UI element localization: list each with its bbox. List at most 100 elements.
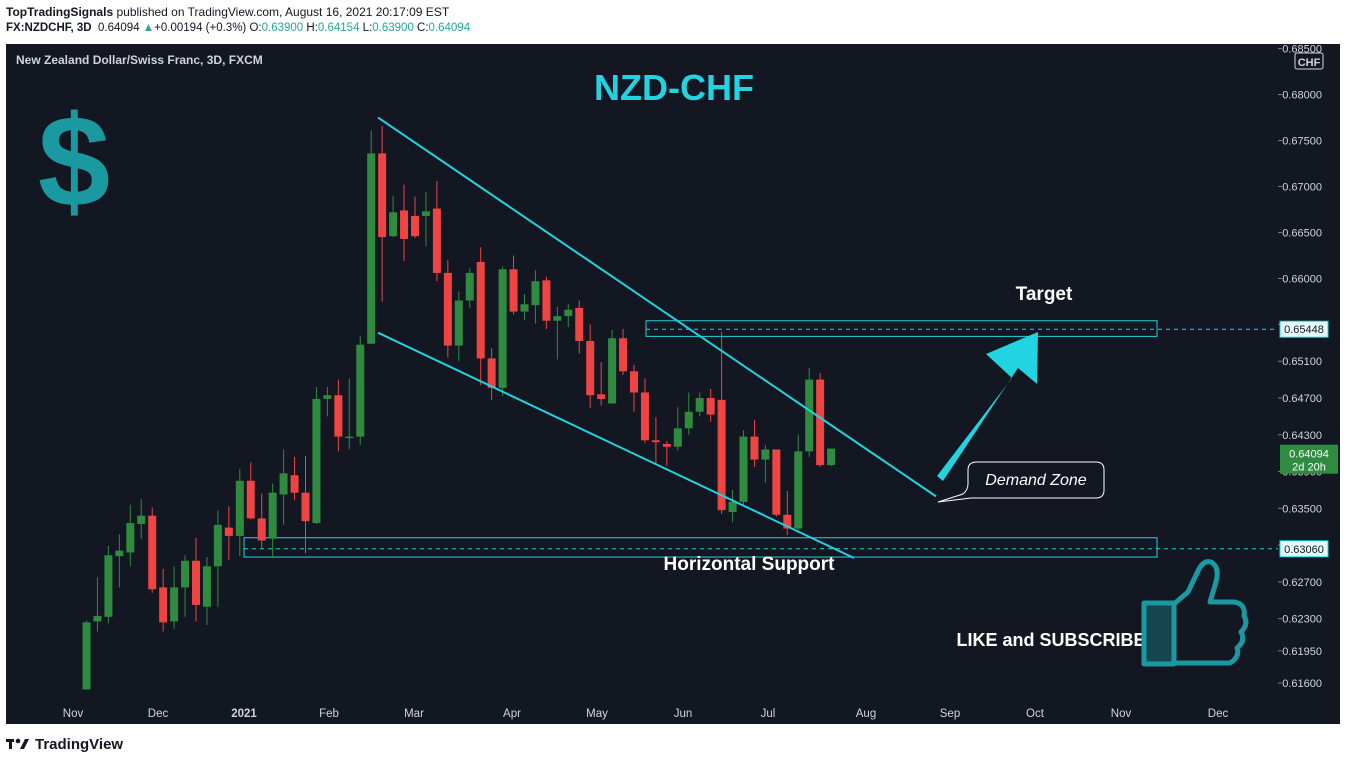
price-tick-label: 0.64700 xyxy=(1282,393,1322,405)
instrument-label: New Zealand Dollar/Swiss Franc, 3D, FXCM xyxy=(16,53,263,67)
candle-body xyxy=(126,523,135,553)
chart-canvas[interactable]: 0.68500 0.68000 0.67500 0.67000 0.66500 0.660… xyxy=(6,44,1340,724)
channel-lower-line xyxy=(377,331,855,559)
price-tick-label: 0.62300 xyxy=(1282,614,1322,626)
symbol-label: FX:NZDCHF, 3D xyxy=(6,22,92,34)
open-value: 0.63900 xyxy=(261,22,304,34)
support-zone-box xyxy=(243,537,1158,558)
candle-body xyxy=(739,436,748,502)
time-label: May xyxy=(586,708,608,720)
candle-body xyxy=(750,436,759,460)
low-value: 0.63900 xyxy=(372,22,414,34)
candle-body xyxy=(630,371,638,393)
currency-box xyxy=(1294,52,1324,70)
tradingview-logo-icon xyxy=(6,738,29,749)
candle-body xyxy=(345,436,354,439)
close-value: 0.64094 xyxy=(428,22,471,34)
candle-body xyxy=(170,587,179,622)
candle-body xyxy=(421,211,430,216)
candle-body xyxy=(706,397,715,415)
candle-body xyxy=(564,309,573,317)
last-price: 0.64094 xyxy=(98,22,140,34)
candle-body xyxy=(783,514,792,529)
candle-body xyxy=(465,272,474,301)
candle-body xyxy=(334,395,343,437)
candle-body xyxy=(531,281,540,306)
candle-body xyxy=(356,344,365,437)
price-tick-label: 0.61950 xyxy=(1282,646,1322,658)
time-label: Sep xyxy=(940,708,960,720)
candle-body xyxy=(389,212,398,237)
candle-body xyxy=(816,379,825,466)
ohlc-header: FX:NZDCHF, 3D 0.64094 ▲+0.00194 (+0.3%) … xyxy=(6,22,470,34)
currency-label: CHF xyxy=(1298,57,1321,69)
candle-body xyxy=(159,587,168,623)
candle-body xyxy=(312,398,321,524)
candle-body xyxy=(246,480,255,519)
price-tick-label: 0.64300 xyxy=(1282,430,1322,442)
price-tick-label: 0.66000 xyxy=(1282,273,1322,285)
time-label: Dec xyxy=(1208,708,1229,720)
price-tick-label: 0.67000 xyxy=(1282,182,1322,194)
candle-body xyxy=(279,473,288,495)
candle-body xyxy=(301,492,310,522)
last-price-label: 0.64094 xyxy=(1289,449,1329,461)
time-label: Feb xyxy=(319,708,339,720)
candle-body xyxy=(454,300,463,346)
price-tick-label: 0.65100 xyxy=(1282,356,1322,368)
price-tick-label: 0.67500 xyxy=(1282,136,1322,148)
change-arrow-icon: ▲ xyxy=(142,22,155,34)
footer-brand[interactable]: TradingView xyxy=(6,735,123,753)
price-level-box xyxy=(1279,540,1329,558)
candle-body xyxy=(268,492,277,539)
publish-info: published on TradingView.com, August 16,… xyxy=(116,5,450,19)
thumbs-up-icon xyxy=(1141,559,1249,667)
price-tick-label: 0.68500 xyxy=(1282,44,1322,56)
footer-brand-name: TradingView xyxy=(35,735,124,753)
candle-body xyxy=(717,399,726,511)
publish-header: TopTradingSignals published on TradingVi… xyxy=(6,5,449,19)
time-label: Nov xyxy=(63,708,84,720)
candle-body xyxy=(542,280,551,321)
candle-body xyxy=(827,448,836,466)
candle-body xyxy=(323,395,332,399)
candle-body xyxy=(805,379,814,452)
candle-body xyxy=(794,451,803,529)
price-axis: 0.68500 0.68000 0.67500 0.67000 0.66500 0.660… xyxy=(1278,44,1338,690)
candle-body xyxy=(202,566,211,607)
candle-body xyxy=(181,560,190,588)
chart-title: NZD-CHF xyxy=(594,67,754,108)
candle-body xyxy=(476,261,485,359)
candle-body xyxy=(367,153,376,344)
countdown-label: 2d 20h xyxy=(1292,462,1326,474)
candle-body xyxy=(148,515,157,590)
dollar-icon: $ xyxy=(38,88,110,234)
candle-body xyxy=(728,501,737,512)
chart-panel[interactable]: 0.68500 0.68000 0.67500 0.67000 0.66500 0.660… xyxy=(6,44,1340,724)
candle-body xyxy=(443,272,452,346)
like-subscribe-label: LIKE and SUBSCRIBE xyxy=(956,630,1145,650)
candle-body xyxy=(115,550,124,557)
time-label: Mar xyxy=(404,708,424,720)
high-value: 0.64154 xyxy=(317,22,360,34)
candle-body xyxy=(619,338,628,372)
candle-body xyxy=(586,340,595,396)
candle-body xyxy=(520,304,529,312)
candle-body xyxy=(695,397,704,412)
candle-body xyxy=(290,475,299,493)
demand-zone-label: Demand Zone xyxy=(985,472,1086,489)
price-level-box xyxy=(1279,320,1329,338)
thumb-hand xyxy=(1171,559,1249,666)
time-label: Nov xyxy=(1111,708,1132,720)
candle-body xyxy=(257,518,266,541)
price-change: +0.00194 (+0.3%) xyxy=(154,22,247,34)
zone-layer xyxy=(243,320,1278,558)
publisher-name[interactable]: TopTradingSignals xyxy=(6,5,114,19)
candle-body xyxy=(487,358,496,388)
candle-body xyxy=(640,392,649,441)
candle-body xyxy=(137,515,146,524)
open-label: O: xyxy=(249,22,262,34)
candle-body xyxy=(498,269,507,388)
candle-body xyxy=(772,449,781,515)
price-tick-label: 0.62700 xyxy=(1282,577,1322,589)
